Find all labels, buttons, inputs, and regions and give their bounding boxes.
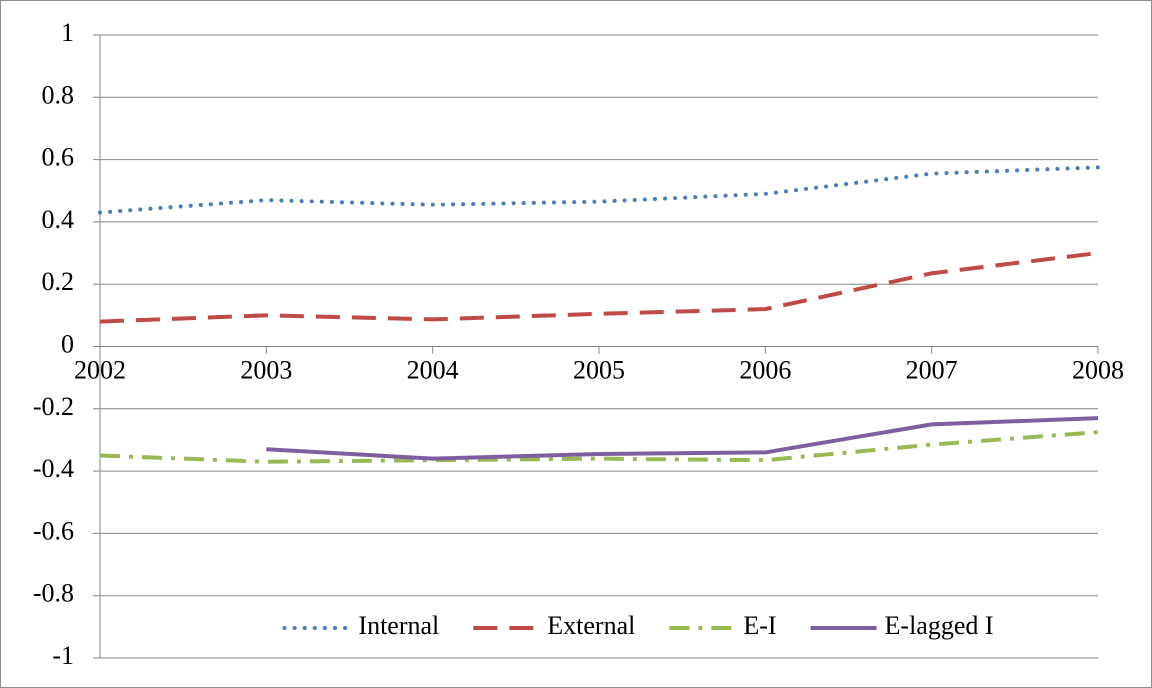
y-tick-label: 0.4: [42, 205, 75, 234]
y-tick-label: 0.6: [42, 143, 75, 172]
y-tick-label: 0.2: [42, 267, 75, 296]
y-tick-label: 1: [61, 18, 74, 47]
x-tick-label: 2004: [407, 355, 459, 384]
x-tick-label: 2007: [906, 355, 958, 384]
legend-label: E-lagged I: [885, 611, 994, 640]
y-tick-label: 0: [61, 329, 74, 358]
series-line: [266, 416, 1099, 461]
y-tick-label: -1: [52, 641, 74, 670]
legend-label: External: [547, 611, 635, 640]
x-tick-label: 2006: [739, 355, 791, 384]
legend-item: Internal: [282, 611, 439, 640]
x-tick-label: 2002: [74, 355, 126, 384]
y-tick-label: -0.4: [33, 454, 74, 483]
y-tick-label: -0.8: [33, 579, 74, 608]
y-tick-label: 0.8: [42, 80, 75, 109]
legend-item: E-lagged I: [810, 611, 994, 640]
series-line: [99, 251, 1099, 324]
legend-item: External: [473, 611, 635, 640]
x-tick-label: 2005: [573, 355, 625, 384]
legend-label: Internal: [358, 611, 439, 640]
legend-item: E-I: [669, 611, 777, 640]
x-tick-label: 2003: [240, 355, 292, 384]
legend-label: E-I: [743, 611, 776, 640]
y-tick-label: -0.2: [33, 392, 74, 421]
y-tick-label: -0.6: [33, 516, 74, 545]
x-tick-label: 2008: [1072, 355, 1124, 384]
